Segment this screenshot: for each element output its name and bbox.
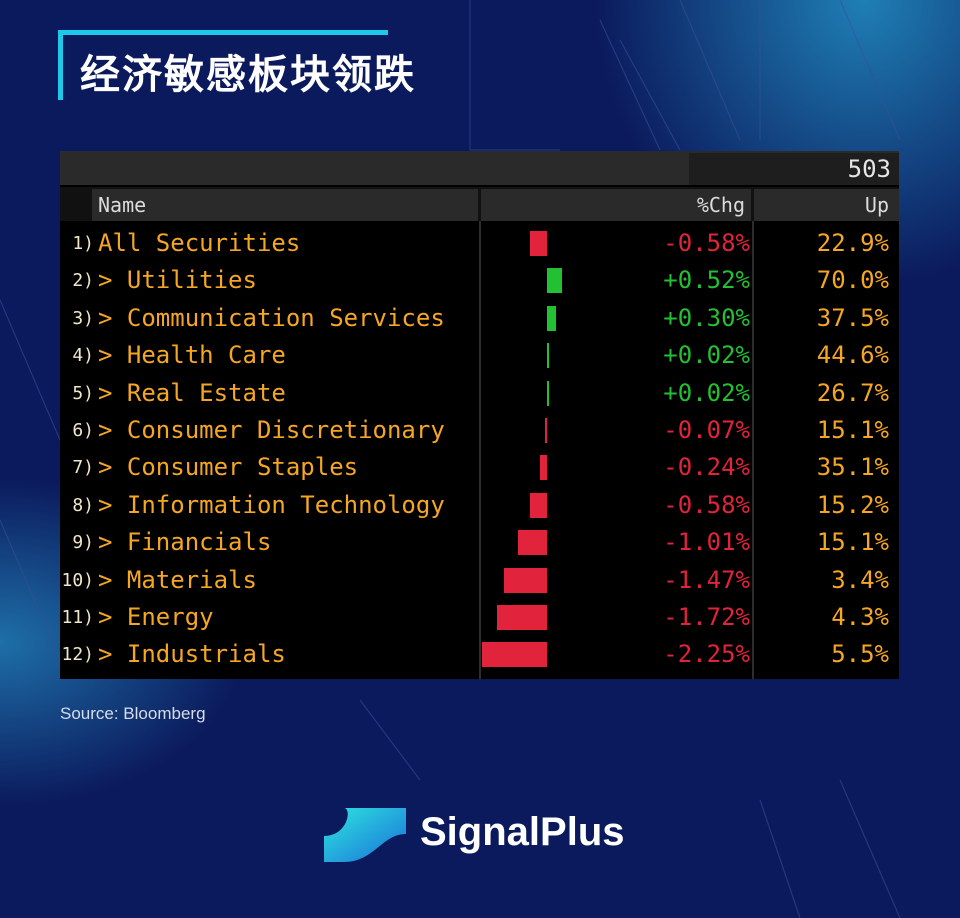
column-header-name[interactable]: Name — [92, 189, 478, 221]
change-bar — [530, 492, 547, 518]
row-sector-name[interactable]: > Information Technology — [98, 490, 445, 519]
brand-name: SignalPlus — [420, 810, 625, 854]
row-up-pct: 70.0% — [816, 266, 889, 295]
row-sector-name[interactable]: > Health Care — [98, 341, 286, 370]
change-bar — [540, 455, 547, 481]
row-pct-change: -1.47% — [663, 565, 750, 594]
row-up-pct: 35.1% — [816, 453, 889, 482]
row-index: 9) — [72, 532, 94, 554]
change-bar — [547, 305, 556, 331]
row-up-pct: 15.1% — [816, 528, 889, 557]
column-header-chg[interactable]: %Chg — [481, 189, 751, 221]
row-index: 5) — [72, 382, 94, 404]
row-up-pct: 4.3% — [831, 603, 889, 631]
row-index: 12) — [61, 644, 94, 666]
change-bar — [547, 380, 549, 406]
change-bar — [547, 343, 549, 369]
row-index: 8) — [72, 494, 94, 516]
column-separator — [752, 221, 754, 679]
row-sector-name[interactable]: > Materials — [98, 565, 257, 594]
row-index: 10) — [61, 569, 94, 591]
row-up-pct: 15.1% — [816, 416, 889, 444]
row-index: 1) — [72, 233, 94, 254]
row-up-pct: 3.4% — [831, 565, 889, 594]
row-pct-change: -0.07% — [663, 416, 750, 444]
row-pct-change: -0.24% — [663, 453, 750, 482]
table-row[interactable]: 1) All Securities -0.58% 22.9% — [60, 225, 899, 262]
row-index: 7) — [72, 457, 94, 479]
table-row[interactable]: 12) > Industrials -2.25% 5.5% — [60, 636, 899, 673]
change-bar — [517, 530, 547, 556]
table-row[interactable]: 2) > Utilities +0.52% 70.0% — [60, 262, 899, 299]
row-pct-change: +0.52% — [663, 266, 750, 295]
row-index: 3) — [72, 307, 94, 329]
row-up-pct: 37.5% — [816, 303, 889, 332]
row-sector-name[interactable]: > Utilities — [98, 266, 257, 295]
row-index: 6) — [72, 420, 94, 441]
row-sector-name[interactable]: > Real Estate — [98, 378, 286, 407]
table-row[interactable]: 7) > Consumer Staples -0.24% 35.1% — [60, 449, 899, 486]
row-pct-change: -2.25% — [663, 640, 750, 669]
row-index: 2) — [72, 270, 94, 292]
page-title: 经济敏感板块领跌 — [80, 52, 416, 98]
row-sector-name[interactable]: > Financials — [98, 528, 272, 557]
change-bar — [481, 642, 547, 668]
table-row[interactable]: 10) > Materials -1.47% 3.4% — [60, 562, 899, 599]
row-up-pct: 44.6% — [816, 341, 889, 370]
row-pct-change: -0.58% — [663, 229, 750, 257]
title-accent-left — [58, 30, 63, 100]
table-row[interactable]: 11) > Energy -1.72% 4.3% — [60, 599, 899, 636]
signalplus-logo-icon — [324, 808, 406, 862]
terminal-header: 503 Securities — [60, 151, 899, 215]
row-pct-change: +0.02% — [663, 378, 750, 407]
column-separator — [479, 221, 481, 679]
title-accent-top — [58, 30, 388, 35]
securities-count: 503 Securities — [689, 153, 899, 215]
row-pct-change: +0.02% — [663, 341, 750, 370]
row-up-pct: 5.5% — [831, 640, 889, 669]
row-sector-name[interactable]: > Consumer Staples — [98, 453, 359, 482]
table-row[interactable]: 4) > Health Care +0.02% 44.6% — [60, 337, 899, 374]
row-sector-name[interactable]: > Energy — [98, 603, 214, 631]
table-row[interactable]: 6) > Consumer Discretionary -0.07% 15.1% — [60, 412, 899, 449]
row-up-pct: 22.9% — [816, 229, 889, 257]
row-pct-change: +0.30% — [663, 303, 750, 332]
row-pct-change: -1.72% — [663, 603, 750, 631]
row-sector-name[interactable]: > Industrials — [98, 640, 286, 669]
source-note: Source: Bloomberg — [60, 704, 206, 723]
row-up-pct: 15.2% — [816, 490, 889, 519]
table-row[interactable]: 9) > Financials -1.01% 15.1% — [60, 524, 899, 561]
column-header-up[interactable]: Up — [754, 189, 899, 221]
row-index: 4) — [72, 345, 94, 367]
table-row[interactable]: 8) > Information Technology -0.58% 15.2% — [60, 487, 899, 524]
change-bar — [547, 268, 563, 294]
table-row[interactable]: 5) > Real Estate +0.02% 26.7% — [60, 375, 899, 412]
row-sector-name[interactable]: All Securities — [98, 229, 301, 257]
change-bar — [497, 605, 547, 630]
change-bar — [504, 567, 547, 593]
table-row[interactable]: 3) > Communication Services +0.30% 37.5% — [60, 300, 899, 337]
column-header-row: Name %Chg Up — [60, 187, 899, 221]
row-pct-change: -0.58% — [663, 490, 750, 519]
row-index: 11) — [61, 607, 94, 628]
change-bar — [544, 418, 547, 443]
terminal-table: 503 Securities Name %Chg Up 1)All Securi… — [60, 151, 899, 679]
row-sector-name[interactable]: > Communication Services — [98, 303, 445, 332]
row-up-pct: 26.7% — [816, 378, 889, 407]
row-pct-change: -1.01% — [663, 528, 750, 557]
row-sector-name[interactable]: > Consumer Discretionary — [98, 416, 445, 444]
change-bar — [530, 231, 547, 256]
